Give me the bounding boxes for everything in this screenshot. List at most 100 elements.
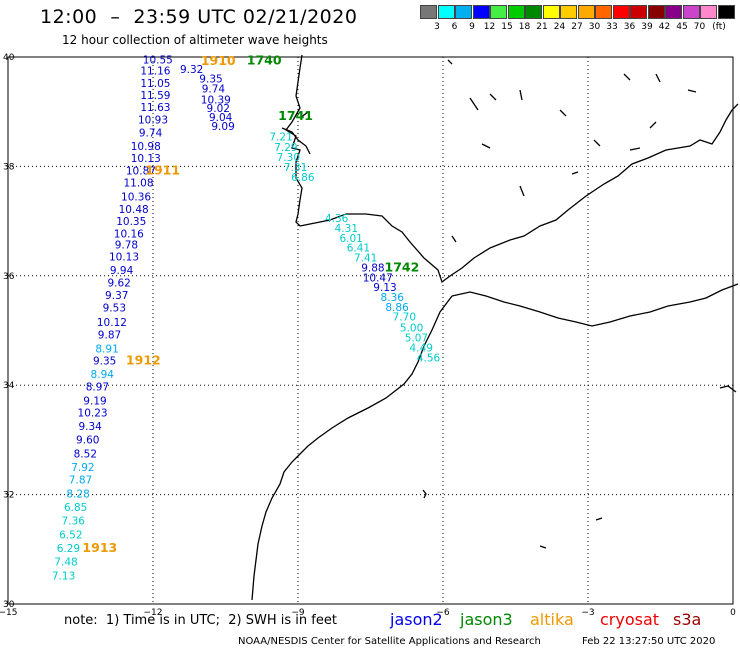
lakes-morocco-interior: [539, 517, 603, 549]
wave-height-value: 7.13: [52, 570, 75, 582]
wave-height-value: 7.31: [284, 162, 307, 174]
wave-height-value: 10.13: [109, 251, 139, 263]
wave-height-value: 6.01: [339, 233, 362, 245]
wave-height-value: 7.41: [354, 253, 377, 265]
legend-label: 36: [623, 22, 636, 32]
wave-height-value: 9.09: [211, 121, 234, 133]
wave-height-value: 11.08: [123, 178, 153, 190]
time-label: 1910: [201, 53, 236, 68]
wave-height-value: 10.16: [114, 229, 144, 241]
satellite-name-s3a: s3a: [673, 610, 702, 629]
wave-height-value: 7.36: [62, 516, 86, 528]
wave-height-value: 10.39: [201, 94, 231, 106]
legend-swatch: [437, 5, 455, 19]
legend-swatch: [420, 5, 437, 19]
satellite-name-altika: altika: [530, 610, 574, 629]
axis-tick-labels: −15 −12 −9 −6 −3 0 40 38 36 34 32 30: [0, 53, 736, 618]
page-title: 12:00 – 23:59 UTC 02/21/2020: [40, 6, 358, 28]
coastline-portugal-west: [285, 54, 303, 227]
coastline-algarve-spain: [299, 103, 739, 284]
time-label: 1741: [278, 108, 313, 123]
wave-height-value: 9.88: [361, 262, 384, 274]
legend-label: 9: [469, 22, 475, 32]
satellite-name-jason2: jason2: [390, 610, 443, 629]
legend-swatch: [665, 5, 682, 19]
wave-height-value: 8.28: [66, 488, 89, 500]
legend-label: 24: [553, 22, 566, 32]
coastline-morocco-med: [451, 283, 739, 327]
wave-height-value: 9.78: [115, 239, 138, 251]
wave-height-value: 7.48: [54, 557, 77, 569]
time-label: 1740: [247, 53, 282, 68]
y-tick-label: 32: [3, 491, 14, 501]
wave-height-value: 5.00: [400, 323, 423, 335]
y-tick-label: 38: [3, 162, 15, 172]
y-tick-label: 36: [3, 272, 15, 282]
inlet-lisbon: [281, 111, 311, 155]
legend-label: 18: [518, 22, 531, 32]
legend-swatch: [455, 5, 472, 19]
wave-height-value: 7.87: [69, 475, 92, 487]
wave-height-value: 9.60: [76, 435, 99, 447]
legend-label: 6: [451, 22, 458, 32]
wave-height-value: 7.30: [277, 152, 300, 164]
wave-height-value: 9.19: [83, 395, 106, 407]
wave-height-value: 7.92: [71, 462, 94, 474]
wave-height-value: 9.74: [202, 84, 226, 96]
wave-height-value: 9.13: [373, 282, 396, 294]
wave-height-value: 11.59: [140, 90, 170, 102]
legend-label: 15: [501, 22, 513, 32]
wave-height-value: 8.94: [91, 369, 115, 381]
legend-label: 45: [676, 22, 688, 32]
time-label: 1742: [385, 259, 420, 274]
wave-height-value: 9.37: [105, 290, 128, 302]
wave-height-value: 7.21: [269, 132, 292, 144]
x-tick-label: −6: [436, 608, 450, 618]
x-tick-label: −15: [0, 608, 18, 618]
time-label: 1911: [145, 163, 180, 178]
wave-height-value: 10.47: [363, 272, 393, 284]
wave-height-value: 9.94: [110, 265, 134, 277]
wave-height-value: 6.52: [59, 529, 82, 541]
legend-swatch: [507, 5, 525, 19]
wave-height-value: 9.34: [78, 421, 102, 433]
wave-height-value: 4.36: [325, 213, 349, 225]
satellite-name-jason3: jason3: [460, 610, 513, 629]
wave-height-value: 6.29: [57, 543, 80, 555]
wave-height-value: 5.07: [405, 332, 428, 344]
wave-height-value: 11.16: [140, 66, 170, 78]
lat-lon-grid: [7, 56, 734, 605]
wave-height-value: 6.41: [347, 243, 370, 255]
time-label: 1912: [126, 352, 161, 367]
wave-height-value: 10.13: [131, 153, 161, 165]
wave-height-value: 8.86: [385, 302, 409, 314]
island-balearic: [719, 385, 737, 393]
map-frame: [7, 56, 734, 605]
wave-height-value: 4.31: [335, 223, 358, 235]
wave-height-value: 9.32: [180, 64, 203, 76]
wave-height-value: 8.52: [74, 448, 97, 460]
footer-credit: NOAA/NESDIS Center for Satellite Applica…: [238, 636, 541, 647]
legend-unit: (ft): [712, 22, 726, 32]
legend-swatch: [612, 5, 630, 19]
footer-timestamp: Feb 22 13:27:50 UTC 2020: [582, 636, 716, 647]
wave-height-value: 9.35: [93, 355, 116, 367]
x-tick-label: 0: [730, 608, 736, 618]
wave-height-value: 10.55: [143, 55, 173, 67]
x-tick-label: −12: [144, 608, 163, 618]
wave-height-value: 7.29: [274, 142, 297, 154]
wave-height-value: 9.74: [139, 127, 163, 139]
wave-height-value: 9.04: [209, 112, 233, 124]
wave-height-value: 10.12: [97, 317, 127, 329]
legend-label: 39: [641, 22, 653, 32]
legend-swatch: [525, 5, 542, 19]
wave-height-value: 11.05: [140, 78, 170, 90]
x-tick-label: −9: [291, 608, 305, 618]
wave-height-value: 10.23: [78, 407, 108, 419]
wave-height-value: 6.86: [291, 172, 315, 184]
legend-swatch: [595, 5, 612, 19]
legend-swatch: [630, 5, 647, 19]
legend-label: 33: [606, 22, 618, 32]
wave-height-value: 4.56: [417, 353, 441, 365]
time-labels: 1910 1740 1741 1911 1742 1912 1913: [82, 53, 419, 555]
